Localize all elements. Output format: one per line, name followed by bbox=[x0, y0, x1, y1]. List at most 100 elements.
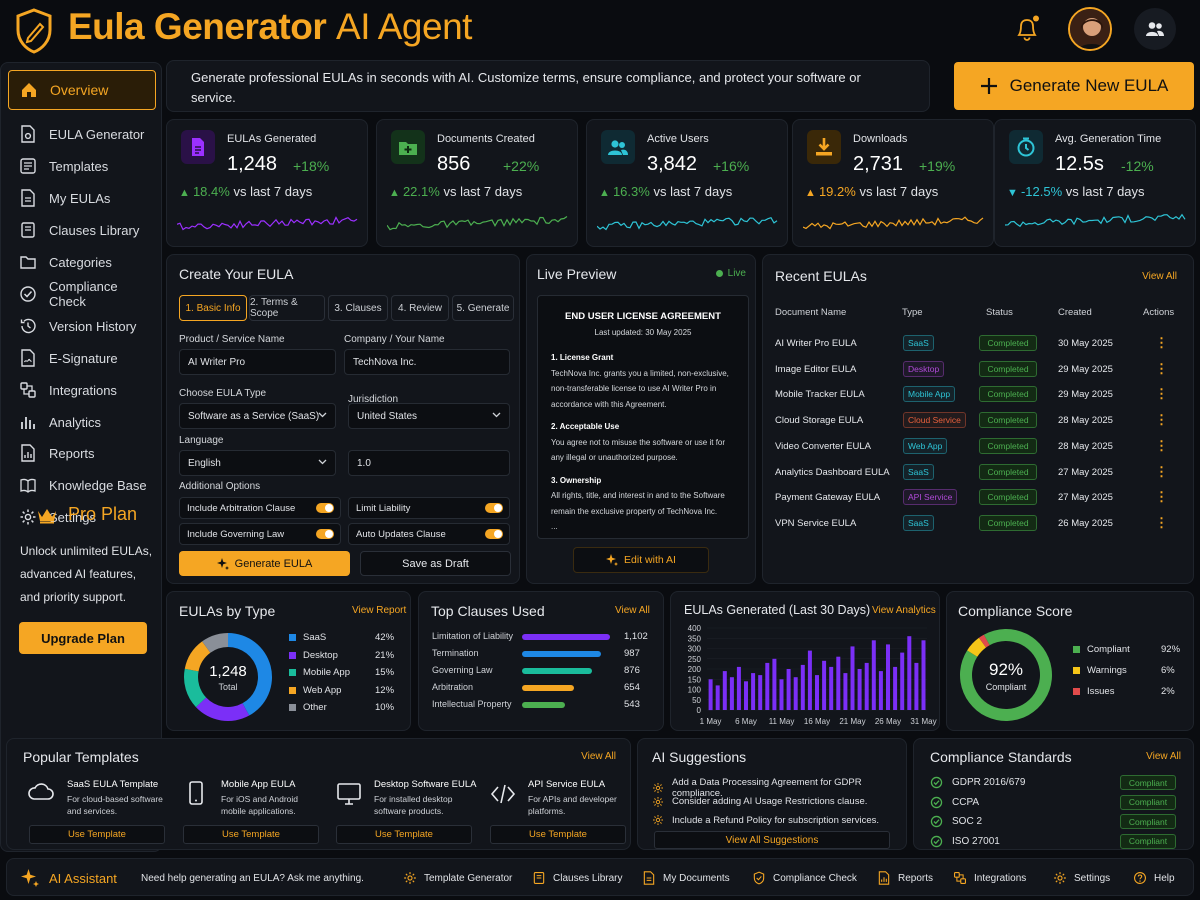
use-template-button[interactable]: Use Template bbox=[490, 825, 626, 844]
view-all-suggestions-button[interactable]: View All Suggestions bbox=[654, 831, 890, 849]
bottom-item-template-generator[interactable]: Template Generator bbox=[403, 871, 512, 885]
bell-icon[interactable] bbox=[1014, 15, 1040, 43]
row-date: 27 May 2025 bbox=[1058, 466, 1113, 478]
sidebar-item-knowledge-base[interactable]: Knowledge Base bbox=[8, 469, 156, 501]
legend-label: Issues bbox=[1087, 686, 1115, 697]
more-actions-icon[interactable]: ⋮ bbox=[1155, 437, 1168, 453]
template-card[interactable]: SaaS EULA Template For cloud-based softwa… bbox=[23, 773, 171, 844]
option-governing-law[interactable]: Include Governing Law bbox=[179, 523, 341, 545]
bottom-item-my-documents[interactable]: My Documents bbox=[642, 871, 730, 885]
generate-eula-button[interactable]: Generate EULA bbox=[179, 551, 350, 576]
use-template-button[interactable]: Use Template bbox=[183, 825, 319, 844]
view-report-link[interactable]: View Report bbox=[352, 605, 407, 616]
bottom-item-label: Integrations bbox=[974, 872, 1027, 884]
table-row[interactable]: AI Writer Pro EULA SaaS Completed 30 May 20… bbox=[763, 333, 1195, 359]
edit-with-ai-button[interactable]: Edit with AI bbox=[573, 547, 709, 573]
tab-basic-info[interactable]: 1. Basic Info bbox=[179, 295, 247, 321]
tab-generate[interactable]: 5. Generate bbox=[452, 295, 514, 321]
sidebar-item-clauses-library[interactable]: Clauses Library bbox=[8, 214, 156, 246]
more-actions-icon[interactable]: ⋮ bbox=[1155, 514, 1168, 530]
toggle-switch[interactable] bbox=[316, 503, 334, 513]
bottom-item-integrations[interactable]: Integrations bbox=[953, 871, 1026, 885]
sidebar-item-version-history[interactable]: Version History bbox=[8, 310, 156, 342]
sidebar-item-my-eulas[interactable]: My EULAs bbox=[8, 182, 156, 214]
sidebar-item-label: Version History bbox=[49, 318, 137, 334]
bottom-item-settings[interactable]: Settings bbox=[1053, 871, 1110, 885]
template-card[interactable]: API Service EULA For APIs and developer p… bbox=[484, 773, 632, 844]
row-name: Video Converter EULA bbox=[775, 440, 871, 452]
view-analytics-link[interactable]: View Analytics bbox=[872, 605, 936, 616]
template-card[interactable]: Desktop Software EULA For installed deskt… bbox=[330, 773, 478, 844]
toggle-switch[interactable] bbox=[316, 529, 334, 539]
sidebar-item-overview[interactable]: Overview bbox=[8, 70, 156, 110]
live-dot-icon bbox=[715, 270, 723, 277]
suggestion-item[interactable]: Add a Data Processing Agreement for GDPR… bbox=[652, 777, 906, 799]
sidebar-item-categories[interactable]: Categories bbox=[8, 246, 156, 278]
language-select[interactable]: English bbox=[179, 450, 336, 476]
toggle-switch[interactable] bbox=[485, 529, 503, 539]
donut-slice bbox=[202, 633, 228, 653]
company-name-field[interactable]: TechNova Inc. bbox=[344, 349, 510, 375]
bottom-item-clauses-library[interactable]: Clauses Library bbox=[532, 871, 622, 885]
suggestion-item[interactable]: Include a Refund Policy for subscription… bbox=[652, 814, 879, 826]
table-row[interactable]: Cloud Storage EULA Cloud Service Completed… bbox=[763, 410, 1195, 436]
more-actions-icon[interactable]: ⋮ bbox=[1155, 386, 1168, 402]
col-header-actions: Actions bbox=[1143, 307, 1175, 318]
status-badge: Compliant bbox=[1120, 775, 1176, 790]
more-actions-icon[interactable]: ⋮ bbox=[1155, 489, 1168, 505]
save-draft-button[interactable]: Save as Draft bbox=[360, 551, 511, 576]
plus-icon bbox=[980, 77, 998, 95]
suggestion-item[interactable]: Consider adding AI Usage Restrictions cl… bbox=[652, 796, 867, 808]
bar bbox=[857, 669, 862, 710]
use-template-button[interactable]: Use Template bbox=[29, 825, 165, 844]
bottom-item-help[interactable]: Help bbox=[1133, 871, 1175, 885]
more-actions-icon[interactable]: ⋮ bbox=[1155, 335, 1168, 350]
table-row[interactable]: Mobile Tracker EULA Mobile App Completed 29… bbox=[763, 384, 1195, 410]
more-actions-icon[interactable]: ⋮ bbox=[1155, 463, 1168, 479]
sidebar-item-analytics[interactable]: Analytics bbox=[8, 406, 156, 438]
sidebar-item-templates[interactable]: Templates bbox=[8, 150, 156, 182]
sidebar-item-eula-generator[interactable]: EULA Generator bbox=[8, 118, 156, 150]
upgrade-plan-button[interactable]: Upgrade Plan bbox=[19, 622, 147, 654]
product-name-field[interactable]: AI Writer Pro bbox=[179, 349, 336, 375]
option-arbitration[interactable]: Include Arbitration Clause bbox=[179, 497, 341, 519]
generate-new-eula-button[interactable]: Generate New EULA bbox=[954, 62, 1194, 110]
sidebar bbox=[0, 62, 162, 852]
bottom-item-compliance-check[interactable]: Compliance Check bbox=[752, 871, 857, 885]
tab-terms-scope[interactable]: 2. Terms & Scope bbox=[249, 295, 325, 321]
more-actions-icon[interactable]: ⋮ bbox=[1155, 360, 1168, 376]
ai-assistant-button[interactable]: AI Assistant bbox=[21, 869, 117, 887]
sidebar-item-compliance-check[interactable]: Compliance Check bbox=[8, 278, 156, 310]
clauses-view-all-link[interactable]: View All bbox=[615, 605, 650, 616]
option-limit-liability[interactable]: Limit Liability bbox=[348, 497, 510, 519]
suggestion-text: Add a Data Processing Agreement for GDPR… bbox=[672, 777, 862, 799]
recent-view-all-link[interactable]: View All bbox=[1142, 271, 1177, 282]
template-card[interactable]: Mobile App EULA For iOS and Android mobil… bbox=[177, 773, 325, 844]
jurisdiction-select[interactable]: United States bbox=[348, 403, 510, 429]
eula-type-select[interactable]: Software as a Service (SaaS) bbox=[179, 403, 336, 429]
sidebar-item-settings[interactable]: Settings bbox=[8, 501, 156, 533]
sidebar-item-e-signature[interactable]: E-Signature bbox=[8, 342, 156, 374]
table-row[interactable]: Payment Gateway EULA API Service Completed… bbox=[763, 487, 1195, 513]
table-row[interactable]: Analytics Dashboard EULA SaaS Completed 27 … bbox=[763, 462, 1195, 488]
tab-review[interactable]: 4. Review bbox=[391, 295, 449, 321]
ai-assistant-label: AI Assistant bbox=[49, 870, 117, 886]
version-field[interactable]: 1.0 bbox=[348, 450, 510, 476]
avatar[interactable] bbox=[1068, 7, 1112, 51]
bar bbox=[779, 679, 784, 711]
templates-view-all-link[interactable]: View All bbox=[581, 751, 616, 762]
option-auto-updates[interactable]: Auto Updates Clause bbox=[348, 523, 510, 545]
sidebar-item-reports[interactable]: Reports bbox=[8, 437, 156, 469]
clause-value: 876 bbox=[624, 665, 640, 676]
more-actions-icon[interactable]: ⋮ bbox=[1155, 412, 1168, 428]
tab-clauses[interactable]: 3. Clauses bbox=[328, 295, 388, 321]
sidebar-item-integrations[interactable]: Integrations bbox=[8, 374, 156, 406]
table-row[interactable]: VPN Service EULA SaaS Completed 26 May 2025… bbox=[763, 513, 1195, 539]
bottom-item-reports[interactable]: Reports bbox=[877, 871, 933, 885]
standards-view-all-link[interactable]: View All bbox=[1146, 751, 1181, 762]
table-row[interactable]: Video Converter EULA Web App Completed 28 M… bbox=[763, 436, 1195, 462]
use-template-button[interactable]: Use Template bbox=[336, 825, 472, 844]
users-icon[interactable] bbox=[1134, 8, 1176, 50]
table-row[interactable]: Image Editor EULA Desktop Completed 29 May … bbox=[763, 359, 1195, 385]
toggle-switch[interactable] bbox=[485, 503, 503, 513]
